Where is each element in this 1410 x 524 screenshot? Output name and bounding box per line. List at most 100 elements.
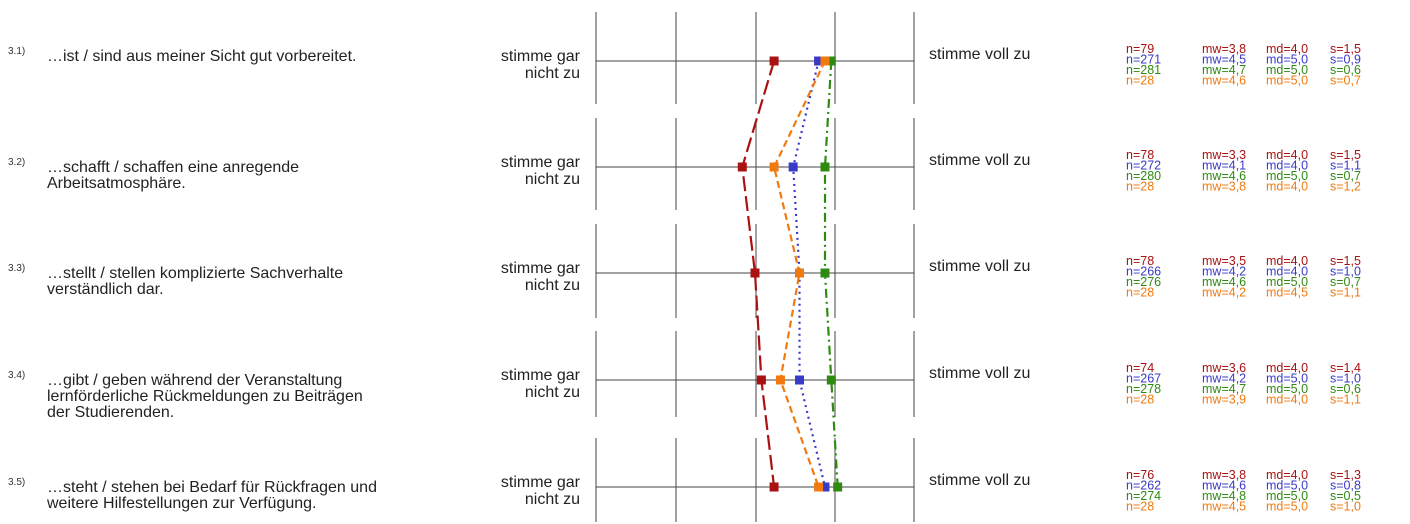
stat-value: n=272 [1126, 159, 1161, 173]
scale-left-label: stimme gar [501, 367, 581, 384]
stat-value: mw=4,5 [1202, 500, 1246, 514]
stat-value: s=1,5 [1330, 148, 1361, 162]
question-text: …stellt / stellen komplizierte Sachverha… [47, 265, 343, 282]
data-point [795, 375, 805, 385]
data-point [750, 268, 760, 278]
series-line [792, 60, 827, 488]
data-point [769, 56, 779, 66]
stat-value: mw=4,1 [1202, 159, 1246, 173]
stat-value: md=4,0 [1266, 265, 1308, 279]
question-number: 3.5) [8, 477, 25, 488]
stat-value: s=1,1 [1330, 286, 1361, 300]
data-point [788, 162, 798, 172]
stat-value: mw=3,3 [1202, 148, 1246, 162]
stat-value: s=0,5 [1330, 489, 1361, 503]
stat-value: s=1,1 [1330, 393, 1361, 407]
stat-value: n=79 [1126, 42, 1154, 56]
stat-value: md=4,0 [1266, 159, 1308, 173]
scale-left-label: nicht zu [525, 277, 580, 294]
stat-value: s=0,7 [1330, 275, 1361, 289]
data-point [820, 268, 830, 278]
stat-value: mw=4,2 [1202, 265, 1246, 279]
data-point [737, 162, 747, 172]
stat-value: mw=4,6 [1202, 275, 1246, 289]
stat-value: mw=3,6 [1202, 361, 1246, 375]
stat-value: mw=4,7 [1202, 382, 1246, 396]
stat-value: mw=4,6 [1202, 74, 1246, 88]
question-text: …schafft / schaffen eine anregende [47, 159, 299, 176]
scale-left-label: stimme gar [501, 474, 581, 491]
stat-value: n=280 [1126, 169, 1161, 183]
stat-value: mw=4,6 [1202, 169, 1246, 183]
stat-value: n=76 [1126, 468, 1154, 482]
data-point [795, 268, 805, 278]
scale-left-label: stimme gar [501, 260, 581, 277]
stat-value: md=5,0 [1266, 169, 1308, 183]
stat-value: n=271 [1126, 53, 1161, 67]
stat-value: s=1,0 [1330, 265, 1361, 279]
question-number: 3.1) [8, 46, 25, 57]
stat-value: s=1,3 [1330, 468, 1361, 482]
stat-value: s=1,0 [1330, 500, 1361, 514]
stat-value: s=0,9 [1330, 53, 1361, 67]
data-point [769, 482, 779, 492]
question-text: weitere Hilfestellungen zur Verfügung. [46, 495, 317, 512]
stat-value: md=5,0 [1266, 74, 1308, 88]
text-layer: 3.1) …ist / sind aus meiner Sicht gut vor… [8, 46, 1030, 512]
stat-value: n=281 [1126, 63, 1161, 77]
stat-value: n=78 [1126, 148, 1154, 162]
stat-value: n=267 [1126, 372, 1161, 386]
scale-right-label: stimme voll zu [929, 46, 1030, 63]
stat-value: md=5,0 [1266, 479, 1308, 493]
stat-value: md=5,0 [1266, 489, 1308, 503]
question-text: lernförderliche Rückmeldungen zu Beiträg… [47, 388, 363, 405]
stat-value: n=28 [1126, 286, 1154, 300]
stat-value: mw=4,2 [1202, 372, 1246, 386]
scale-left-label: nicht zu [525, 65, 580, 82]
stat-value: n=28 [1126, 393, 1154, 407]
data-point [814, 56, 824, 66]
stat-value: md=5,0 [1266, 382, 1308, 396]
stat-value: s=1,2 [1330, 180, 1361, 194]
stat-value: n=276 [1126, 275, 1161, 289]
scale-left-label: nicht zu [525, 384, 580, 401]
data-point [826, 375, 836, 385]
question-text: verständlich dar. [47, 281, 164, 298]
stat-value: n=274 [1126, 489, 1161, 503]
stat-value: mw=4,5 [1202, 53, 1246, 67]
stat-value: md=5,0 [1266, 63, 1308, 77]
stat-value: md=5,0 [1266, 53, 1308, 67]
stat-value: s=0,6 [1330, 63, 1361, 77]
stat-value: s=1,0 [1330, 372, 1361, 386]
stat-value: n=262 [1126, 479, 1161, 493]
stat-value: md=5,0 [1266, 500, 1308, 514]
stat-value: md=4,0 [1266, 393, 1308, 407]
question-number: 3.3) [8, 263, 25, 274]
stat-value: s=0,8 [1330, 479, 1361, 493]
data-point [769, 162, 779, 172]
stat-value: n=74 [1126, 361, 1154, 375]
stat-value: mw=3,5 [1202, 254, 1246, 268]
scale-left-label: stimme gar [501, 48, 581, 65]
data-point [756, 375, 766, 385]
stat-value: s=0,6 [1330, 382, 1361, 396]
data-point [820, 56, 830, 66]
stat-value: md=4,0 [1266, 180, 1308, 194]
data-point [814, 482, 824, 492]
scale-left-label: nicht zu [525, 171, 580, 188]
stat-value: mw=4,2 [1202, 286, 1246, 300]
data-point [826, 56, 836, 66]
stat-value: mw=4,8 [1202, 489, 1246, 503]
scale-right-label: stimme voll zu [929, 365, 1030, 382]
question-text: …ist / sind aus meiner Sicht gut vorbere… [47, 48, 356, 65]
stat-value: md=4,0 [1266, 254, 1308, 268]
question-text: der Studierenden. [47, 404, 174, 421]
stat-value: md=4,0 [1266, 148, 1308, 162]
scale-right-label: stimme voll zu [929, 472, 1030, 489]
stat-value: md=4,5 [1266, 286, 1308, 300]
stat-value: s=1,1 [1330, 159, 1361, 173]
stat-value: n=266 [1126, 265, 1161, 279]
stat-value: mw=3,8 [1202, 42, 1246, 56]
stat-value: mw=3,8 [1202, 468, 1246, 482]
